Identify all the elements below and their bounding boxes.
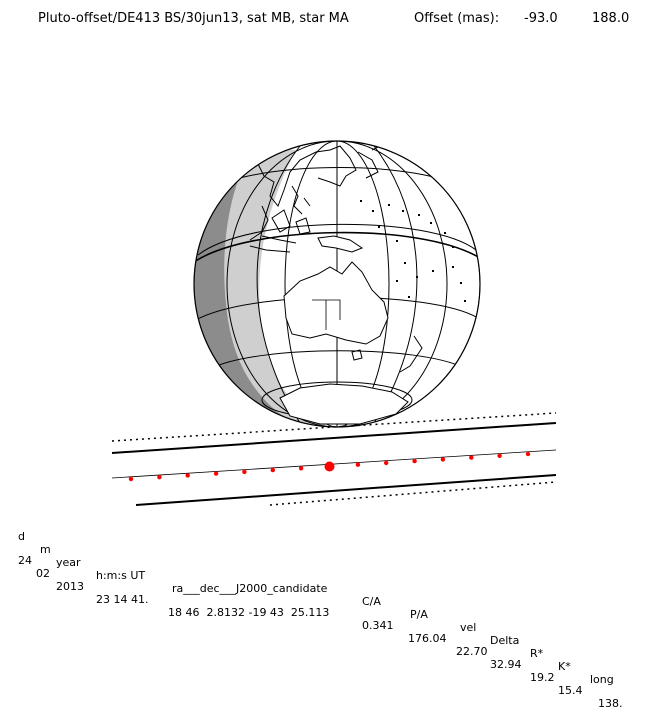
col-long: long bbox=[590, 673, 614, 686]
australia-outline bbox=[283, 261, 389, 345]
track-dot bbox=[242, 469, 247, 475]
track-dot bbox=[270, 467, 275, 473]
col-year: year bbox=[56, 556, 81, 569]
val-long: 138. bbox=[598, 697, 623, 710]
val-radec: 18 46 2.8132 -19 43 25.113 bbox=[168, 606, 330, 619]
col-day: d bbox=[18, 530, 25, 543]
track-dot bbox=[128, 476, 134, 482]
table-value-row: 24 02 2013 23 14 41. 18 46 2.8132 -19 43… bbox=[0, 541, 645, 710]
val-delta: 32.94 bbox=[490, 658, 522, 671]
col-kstar: K* bbox=[558, 660, 571, 673]
night-zone bbox=[194, 141, 300, 427]
southern-limit bbox=[135, 474, 557, 506]
val-ca: 0.341 bbox=[362, 619, 394, 632]
track-dot bbox=[384, 460, 389, 466]
track-dot bbox=[497, 453, 502, 458]
val-year: 2013 bbox=[56, 580, 84, 593]
col-pa: P/A bbox=[410, 608, 428, 621]
central-track-dot bbox=[324, 461, 335, 472]
new-guinea-outline bbox=[317, 235, 364, 253]
offset-dec-value: 188.0 bbox=[592, 11, 630, 26]
offset-label: Offset (mas): bbox=[414, 11, 500, 26]
val-time: 23 14 41. bbox=[96, 593, 149, 606]
table-header-row: d m year h:m:s UT ra___dec___J2000_candi… bbox=[0, 517, 645, 686]
shadow-track bbox=[111, 412, 557, 506]
equator-line bbox=[194, 231, 480, 263]
track-dot bbox=[412, 458, 417, 464]
track-dot bbox=[185, 473, 190, 478]
track-dot bbox=[157, 475, 162, 480]
val-day: 24 bbox=[18, 554, 32, 567]
track-dot bbox=[213, 471, 219, 476]
track-dot bbox=[298, 466, 304, 471]
header-title: Pluto-offset/DE413 BS/30jun13, sat MB, s… bbox=[38, 11, 349, 26]
track-dot bbox=[525, 451, 531, 457]
track-dot bbox=[469, 455, 474, 460]
col-month: m bbox=[40, 543, 51, 556]
val-rstar: 19.2 bbox=[530, 671, 555, 684]
track-dot bbox=[355, 462, 361, 467]
col-delta: Delta bbox=[490, 634, 520, 647]
col-radec: ra___dec___J2000_candidate bbox=[172, 582, 328, 595]
val-month: 02 bbox=[36, 567, 50, 580]
central-line bbox=[111, 449, 557, 479]
col-vel: vel bbox=[460, 621, 477, 634]
globe bbox=[193, 140, 481, 428]
col-ca: C/A bbox=[362, 595, 381, 608]
col-time: h:m:s UT bbox=[96, 569, 146, 582]
offset-ra-value: -93.0 bbox=[524, 11, 558, 26]
occultation-map bbox=[111, 140, 557, 506]
track-dot bbox=[440, 457, 446, 462]
val-pa: 176.04 bbox=[408, 632, 447, 645]
val-kstar: 15.4 bbox=[558, 684, 583, 697]
asia-outline bbox=[243, 145, 357, 241]
val-vel: 22.70 bbox=[456, 645, 488, 658]
col-rstar: R* bbox=[530, 647, 544, 660]
northern-limit bbox=[111, 422, 557, 454]
pacific-islands bbox=[360, 200, 466, 302]
track-dots bbox=[128, 451, 531, 482]
antarctica-outline bbox=[279, 383, 409, 425]
northern-limit-dotted bbox=[111, 412, 557, 442]
